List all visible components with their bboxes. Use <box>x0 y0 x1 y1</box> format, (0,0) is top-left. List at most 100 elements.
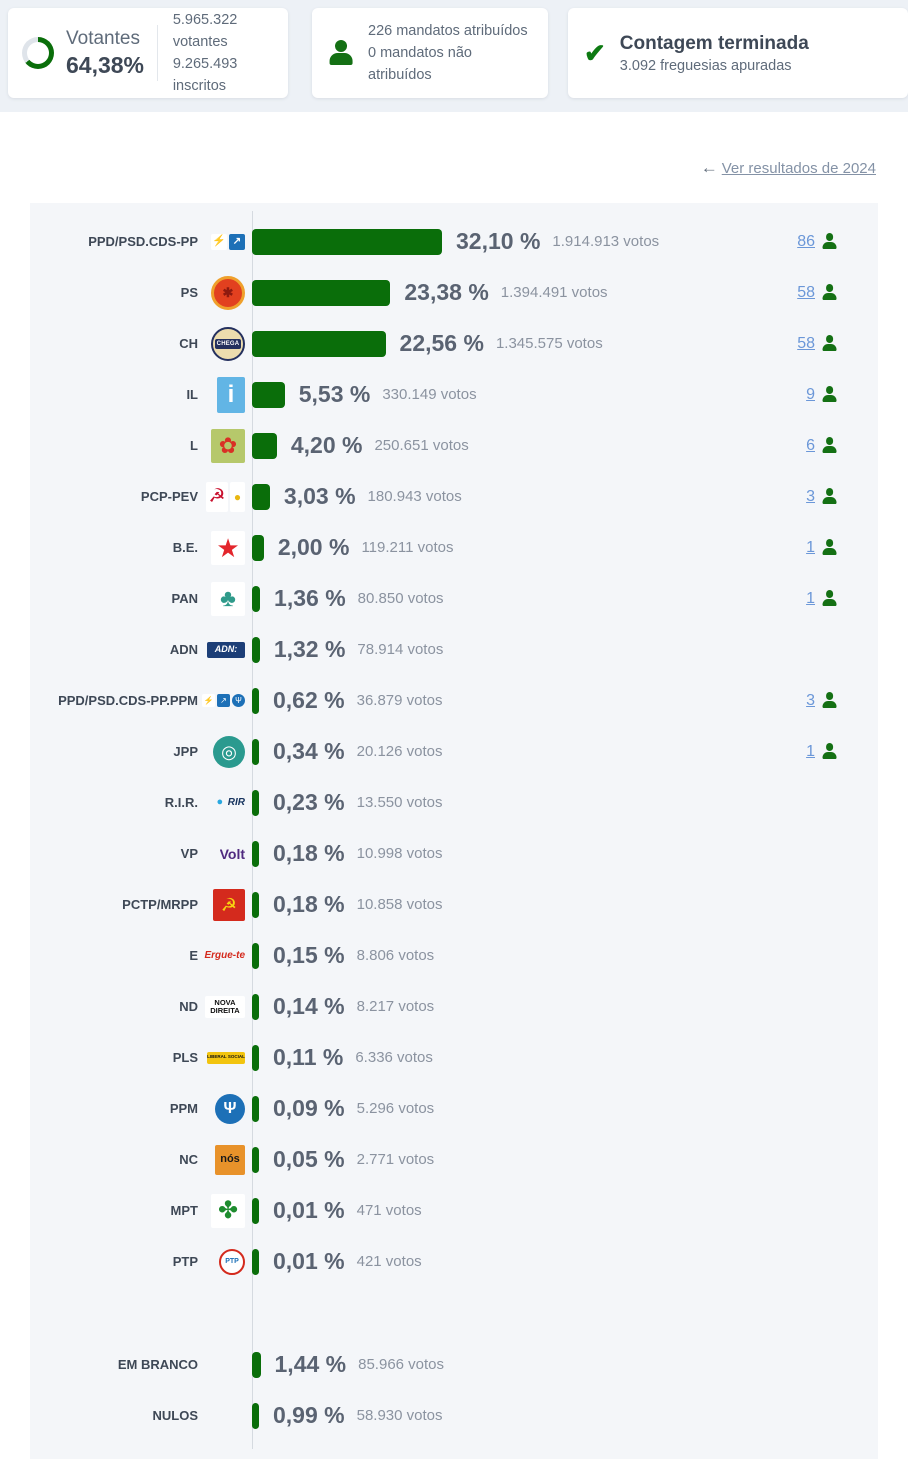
party-label: R.I.R. <box>164 795 198 810</box>
mandates-link[interactable]: 86 <box>797 232 815 250</box>
party-label: NC <box>179 1152 198 1167</box>
party-label: IL <box>186 387 198 402</box>
party-logo-group: nós <box>198 1144 252 1175</box>
pcp-hammer-sickle-icon: ☭ <box>206 481 228 512</box>
mandate-person-icon <box>821 692 838 709</box>
party-logo-group: i <box>198 376 252 413</box>
party-row: L ✿ 4,20 % 250.651 votos 6 <box>30 420 878 471</box>
ver-resultados-2024-link[interactable]: Ver resultados de 2024 <box>721 160 876 177</box>
pctp-mrpp-logo: ☭ <box>213 888 245 921</box>
mandates-link[interactable]: 9 <box>806 385 815 403</box>
party-row: IL i 5,53 % 330.149 votos 9 <box>30 369 878 420</box>
mandates-link[interactable]: 1 <box>806 589 815 607</box>
inscritos-count: 9.265.493 inscritos <box>172 56 238 94</box>
livre-poppy-icon: ✿ <box>211 428 245 463</box>
party-logo-group: ✱ <box>198 275 252 310</box>
party-row: EM BRANCO 1,44 % 85.966 votos <box>30 1339 878 1390</box>
ppm-logo: Ψ <box>232 694 245 707</box>
mandates-link[interactable]: 58 <box>797 283 815 301</box>
result-bar <box>252 738 259 765</box>
percentage-value: 0,15 % <box>273 942 345 968</box>
results-chart-rows: PPD/PSD.CDS-PP ⚡ ↗ 32,10 % 1.914.913 voto… <box>30 216 878 1441</box>
party-logo-group: ✤ <box>198 1193 252 1228</box>
party-row: E Ergue-te 0,15 % 8.806 votos <box>30 930 878 981</box>
mandates-link[interactable]: 1 <box>806 742 815 760</box>
party-label: ADN <box>169 642 198 657</box>
ps-logo: ✱ <box>211 275 245 310</box>
volt-logo: Volt <box>219 846 245 861</box>
adn-logo: ADN: <box>207 641 245 658</box>
percentage-value: 5,53 % <box>298 381 371 407</box>
percentage-value: 32,10 % <box>456 228 541 254</box>
party-logo-group: Ergue-te <box>198 951 252 961</box>
pan-tree-icon: ♣ <box>211 581 245 616</box>
mandates-link[interactable]: 6 <box>806 436 815 454</box>
votes-value: 20.126 votos <box>356 743 443 760</box>
party-logo-group: ★ <box>198 530 252 565</box>
votes-value: 10.858 votos <box>356 896 443 913</box>
mandatos-card: 226 mandatos atribuídos 0 mandatos não a… <box>312 8 548 98</box>
party-logo-group: ☭ ● <box>198 481 252 512</box>
percentage-value: 1,44 % <box>274 1351 347 1377</box>
percentage-value: 0,14 % <box>273 993 345 1019</box>
party-logo-group: ◎ <box>198 735 252 768</box>
party-logo-group: ADN: <box>198 641 252 658</box>
mandates-link[interactable]: 3 <box>806 487 815 505</box>
result-bar <box>252 789 259 816</box>
percentage-value: 0,01 % <box>273 1197 345 1223</box>
party-row: ADN ADN: 1,32 % 78.914 votos <box>30 624 878 675</box>
votes-value: 471 votos <box>356 1202 422 1219</box>
pev-sunflower-icon: ● <box>230 481 245 512</box>
votes-value: 80.850 votos <box>357 590 444 607</box>
party-logo-group: Volt <box>198 847 252 861</box>
party-logo-group: ● RIR <box>198 796 252 810</box>
party-logo-group: ☭ <box>198 888 252 921</box>
mandate-person-icon <box>821 590 838 607</box>
party-label: JPP <box>173 744 198 759</box>
party-row: PCTP/MRPP ☭ 0,18 % 10.858 votos <box>30 879 878 930</box>
result-bar <box>252 891 259 918</box>
party-label: PPD/PSD.CDS-PP.PPM <box>58 693 198 708</box>
party-row: PLS LIBERAL SOCIAL 0,11 % 6.336 votos <box>30 1032 878 1083</box>
mandates-link[interactable]: 3 <box>806 691 815 709</box>
result-bar <box>252 381 285 408</box>
back-link-row: ← Ver resultados de 2024 <box>0 112 908 203</box>
percentage-value: 0,34 % <box>273 738 345 764</box>
percentage-value: 22,56 % <box>399 330 484 356</box>
party-label: B.E. <box>172 540 198 555</box>
mandate-person-icon <box>821 335 838 352</box>
freguesias-apuradas: 3.092 freguesias apuradas <box>619 57 792 74</box>
party-label: PCTP/MRPP <box>122 897 198 912</box>
mandate-person-icon <box>821 539 838 556</box>
percentage-value: 0,05 % <box>273 1146 345 1172</box>
result-bar <box>252 585 261 612</box>
mandates-link[interactable]: 58 <box>797 334 815 352</box>
votantes-label: Votantes <box>66 27 140 49</box>
party-logo-group: ⚡ ↗ <box>198 233 252 250</box>
party-label: PTP <box>172 1254 198 1269</box>
votes-value: 421 votos <box>356 1253 422 1270</box>
votes-value: 8.806 votos <box>356 947 435 964</box>
percentage-value: 0,99 % <box>273 1402 345 1428</box>
mandates-link[interactable]: 1 <box>806 538 815 556</box>
percentage-value: 0,62 % <box>273 687 345 713</box>
cds-pp-logo: ↗ <box>217 694 230 707</box>
contagem-card: ✔ Contagem terminada 3.092 freguesias ap… <box>568 8 908 98</box>
erguete-logo: Ergue-te <box>204 950 245 961</box>
mpt-clover-icon: ✤ <box>211 1193 245 1228</box>
party-row: JPP ◎ 0,34 % 20.126 votos 1 <box>30 726 878 777</box>
ppm-logo: Ψ <box>215 1093 245 1124</box>
party-row: NC nós 0,05 % 2.771 votos <box>30 1134 878 1185</box>
mandate-person-icon <box>821 284 838 301</box>
party-label: CH <box>179 336 198 351</box>
votantes-percentage: 64,38% <box>66 51 145 78</box>
mandate-person-icon <box>821 386 838 403</box>
party-label: VP <box>180 846 198 861</box>
rir-text-logo: RIR <box>227 797 245 808</box>
votantes-count: 5.965.322 votantes <box>172 12 238 50</box>
result-bar <box>252 1095 259 1122</box>
percentage-value: 0,01 % <box>273 1248 345 1274</box>
votes-value: 180.943 votos <box>367 488 462 505</box>
mandatos-nao-atribuidos: 0 mandatos não atribuídos <box>368 45 472 83</box>
votes-value: 2.771 votos <box>356 1151 435 1168</box>
